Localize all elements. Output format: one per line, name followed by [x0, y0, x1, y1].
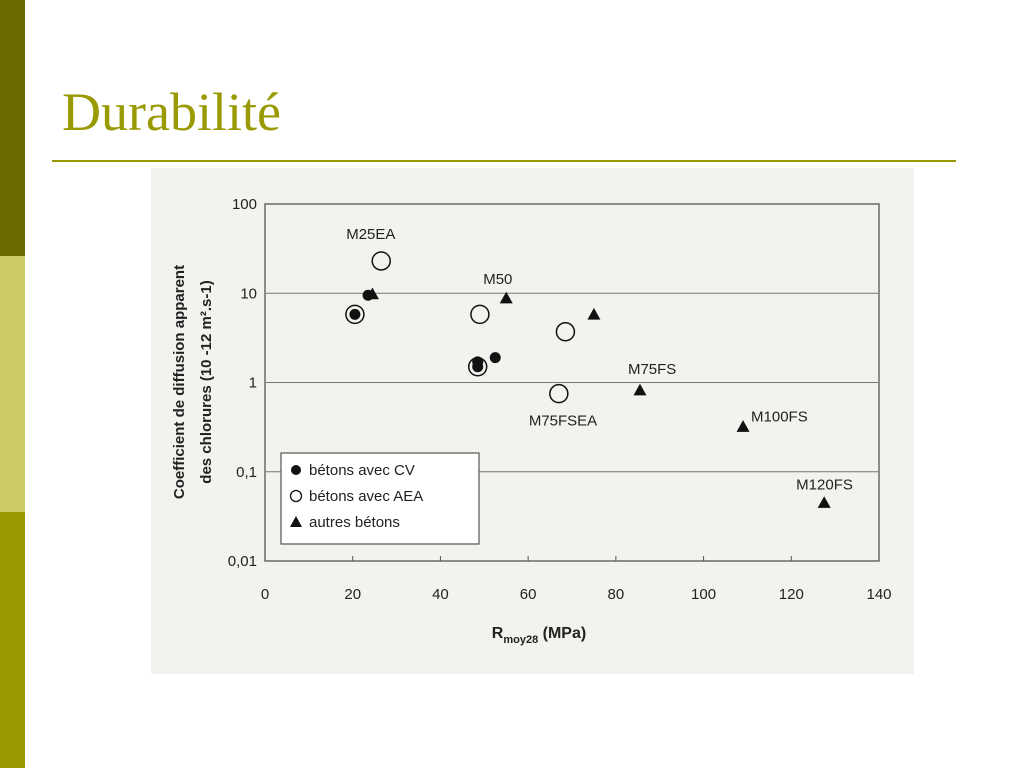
data-point-filled-triangle	[365, 287, 379, 300]
side-bar-light	[0, 256, 25, 512]
point-annotation: M50	[483, 271, 512, 288]
side-bar-mid	[0, 512, 25, 768]
legend-marker-triangle	[290, 516, 302, 527]
chart-figure: 0,01 0,1 1 10 100 0 20 40 60 80 100 120 140 M25EA M5…	[151, 168, 914, 674]
scatter-chart: 0,01 0,1 1 10 100 0 20 40 60 80 100 120 140 M25EA M5…	[171, 196, 892, 646]
legend-box	[280, 452, 480, 545]
x-axis-label-sub: moy28	[503, 634, 538, 646]
data-point-open-circle	[371, 251, 391, 271]
legend-label: bétons avec CV	[309, 462, 415, 479]
y-tick-label: 10	[240, 285, 257, 302]
y-axis-label-line1: Coefficient de diffusion apparent	[171, 265, 188, 499]
point-annotation: M25EA	[346, 226, 395, 243]
legend-label: autres bétons	[309, 514, 400, 531]
y-tick-label: 0,01	[228, 553, 257, 570]
data-point-filled-circle	[489, 352, 501, 364]
y-tick-label: 0,1	[236, 464, 257, 481]
x-axis-label-unit: (MPa)	[538, 625, 586, 642]
slide-title: Durabilité	[62, 82, 281, 142]
x-tick-label: 120	[779, 586, 804, 603]
point-annotation: M120FS	[796, 477, 853, 494]
data-point-open-circle	[467, 357, 488, 377]
legend: bétons avec CV bétons avec AEA autres béto…	[280, 452, 480, 545]
data-point-open-circle	[470, 304, 490, 325]
data-point-filled-circle	[472, 361, 484, 373]
data-point-filled-triangle	[633, 383, 647, 396]
point-annotation: M100FS	[751, 409, 808, 426]
x-tick-label: 60	[520, 586, 537, 603]
data-point-open-circle	[555, 322, 576, 342]
side-bar-dark	[0, 0, 25, 256]
y-axis-label-line2: des chlorures (10 -12 m².s-1)	[198, 280, 215, 483]
x-tick-label: 0	[261, 586, 269, 603]
data-point-open-circle	[549, 383, 569, 404]
data-point-filled-triangle	[736, 420, 750, 432]
x-tick-label: 140	[866, 586, 891, 603]
data-point-filled-triangle	[499, 291, 513, 304]
x-tick-label: 80	[608, 586, 625, 603]
x-axis-label-main: R	[492, 625, 504, 642]
x-tick-label: 20	[344, 586, 361, 603]
legend-label: bétons avec AEA	[309, 488, 423, 505]
x-tick-label: 40	[432, 586, 449, 603]
title-rule	[52, 160, 956, 162]
x-axis-label: Rmoy28 (MPa)	[492, 625, 586, 646]
x-tick-label: 100	[691, 586, 716, 603]
point-annotation: M75FS	[628, 361, 676, 378]
y-tick-label: 1	[249, 375, 257, 392]
data-point-filled-triangle	[587, 307, 601, 320]
y-tick-label: 100	[232, 196, 257, 213]
data-point-filled-circle	[349, 308, 361, 320]
point-annotation: M75FSEA	[529, 413, 597, 430]
data-point-open-circle	[345, 304, 365, 325]
legend-marker-filled-circle	[291, 465, 301, 475]
data-point-filled-triangle	[817, 496, 831, 508]
legend-marker-open-circle	[289, 489, 303, 503]
